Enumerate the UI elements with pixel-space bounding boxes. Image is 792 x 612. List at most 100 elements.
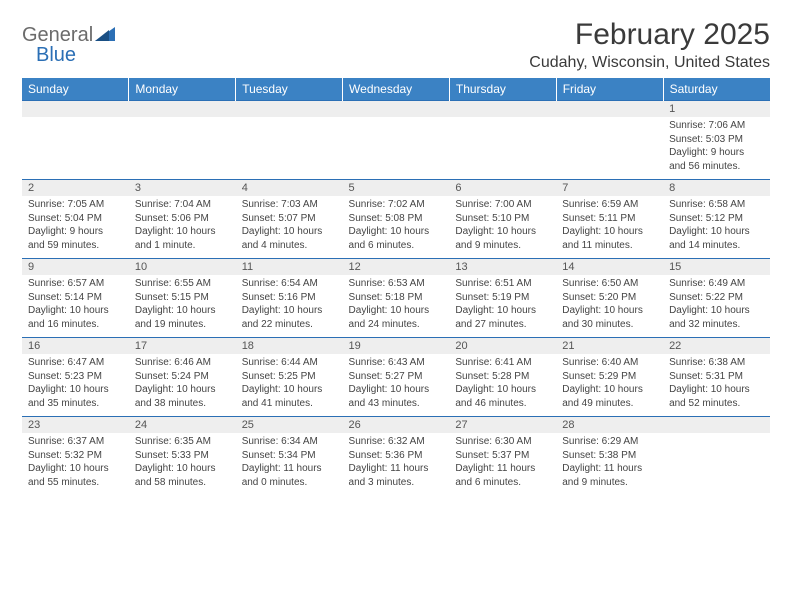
day1-text: Daylight: 10 hours xyxy=(28,462,123,476)
day-info-cell: Sunrise: 7:06 AMSunset: 5:03 PMDaylight:… xyxy=(663,117,770,180)
sunrise-text: Sunrise: 6:34 AM xyxy=(242,435,337,449)
day2-text: and 52 minutes. xyxy=(669,397,764,411)
day1-text: Daylight: 10 hours xyxy=(455,225,550,239)
sunrise-text: Sunrise: 7:02 AM xyxy=(349,198,444,212)
month-title: February 2025 xyxy=(529,18,770,52)
day-number-row: 232425262728 xyxy=(22,417,770,434)
sunset-text: Sunset: 5:19 PM xyxy=(455,291,550,305)
logo-blue-row: Blue xyxy=(36,44,76,67)
day-info-cell: Sunrise: 6:50 AMSunset: 5:20 PMDaylight:… xyxy=(556,275,663,338)
day-info-cell: Sunrise: 6:41 AMSunset: 5:28 PMDaylight:… xyxy=(449,354,556,417)
day-info-cell: Sunrise: 6:51 AMSunset: 5:19 PMDaylight:… xyxy=(449,275,556,338)
day-info-cell: Sunrise: 6:58 AMSunset: 5:12 PMDaylight:… xyxy=(663,196,770,259)
header: General February 2025 Cudahy, Wisconsin,… xyxy=(22,18,770,72)
sunset-text: Sunset: 5:27 PM xyxy=(349,370,444,384)
day-info-row: Sunrise: 6:37 AMSunset: 5:32 PMDaylight:… xyxy=(22,433,770,495)
day2-text: and 59 minutes. xyxy=(28,239,123,253)
day2-text: and 6 minutes. xyxy=(455,476,550,490)
day1-text: Daylight: 10 hours xyxy=(455,304,550,318)
weekday-sunday: Sunday xyxy=(22,78,129,101)
sunset-text: Sunset: 5:23 PM xyxy=(28,370,123,384)
sunset-text: Sunset: 5:18 PM xyxy=(349,291,444,305)
sunrise-text: Sunrise: 6:40 AM xyxy=(562,356,657,370)
day-number-cell: 17 xyxy=(129,338,236,355)
day-number-cell: 28 xyxy=(556,417,663,434)
day2-text: and 9 minutes. xyxy=(562,476,657,490)
day1-text: Daylight: 11 hours xyxy=(242,462,337,476)
calendar-table: Sunday Monday Tuesday Wednesday Thursday… xyxy=(22,78,770,495)
day2-text: and 46 minutes. xyxy=(455,397,550,411)
sunset-text: Sunset: 5:37 PM xyxy=(455,449,550,463)
location: Cudahy, Wisconsin, United States xyxy=(529,54,770,72)
weekday-friday: Friday xyxy=(556,78,663,101)
sunrise-text: Sunrise: 6:58 AM xyxy=(669,198,764,212)
day-number-cell xyxy=(129,101,236,118)
day1-text: Daylight: 10 hours xyxy=(562,225,657,239)
day-number-cell: 19 xyxy=(343,338,450,355)
day-info-row: Sunrise: 6:47 AMSunset: 5:23 PMDaylight:… xyxy=(22,354,770,417)
day-number-cell: 3 xyxy=(129,180,236,197)
day2-text: and 30 minutes. xyxy=(562,318,657,332)
day-info-row: Sunrise: 7:06 AMSunset: 5:03 PMDaylight:… xyxy=(22,117,770,180)
day-info-cell: Sunrise: 7:03 AMSunset: 5:07 PMDaylight:… xyxy=(236,196,343,259)
day-info-cell: Sunrise: 6:47 AMSunset: 5:23 PMDaylight:… xyxy=(22,354,129,417)
day-number-row: 9101112131415 xyxy=(22,259,770,276)
day-info-cell xyxy=(556,117,663,180)
day-number-cell: 13 xyxy=(449,259,556,276)
sunrise-text: Sunrise: 6:53 AM xyxy=(349,277,444,291)
day-number-cell: 26 xyxy=(343,417,450,434)
day2-text: and 43 minutes. xyxy=(349,397,444,411)
sunset-text: Sunset: 5:16 PM xyxy=(242,291,337,305)
sunset-text: Sunset: 5:25 PM xyxy=(242,370,337,384)
day1-text: Daylight: 11 hours xyxy=(349,462,444,476)
day-info-cell: Sunrise: 6:49 AMSunset: 5:22 PMDaylight:… xyxy=(663,275,770,338)
day1-text: Daylight: 10 hours xyxy=(135,462,230,476)
day-info-cell: Sunrise: 6:59 AMSunset: 5:11 PMDaylight:… xyxy=(556,196,663,259)
sunset-text: Sunset: 5:31 PM xyxy=(669,370,764,384)
day-number-cell xyxy=(449,101,556,118)
sunrise-text: Sunrise: 6:51 AM xyxy=(455,277,550,291)
logo-triangle-icon xyxy=(95,25,115,46)
day1-text: Daylight: 10 hours xyxy=(349,383,444,397)
day2-text: and 27 minutes. xyxy=(455,318,550,332)
day2-text: and 38 minutes. xyxy=(135,397,230,411)
sunrise-text: Sunrise: 6:44 AM xyxy=(242,356,337,370)
sunset-text: Sunset: 5:14 PM xyxy=(28,291,123,305)
day-number-row: 16171819202122 xyxy=(22,338,770,355)
sunrise-text: Sunrise: 6:55 AM xyxy=(135,277,230,291)
day-number-cell: 4 xyxy=(236,180,343,197)
day-number-cell: 2 xyxy=(22,180,129,197)
sunrise-text: Sunrise: 6:46 AM xyxy=(135,356,230,370)
day-info-row: Sunrise: 6:57 AMSunset: 5:14 PMDaylight:… xyxy=(22,275,770,338)
sunset-text: Sunset: 5:08 PM xyxy=(349,212,444,226)
sunrise-text: Sunrise: 6:38 AM xyxy=(669,356,764,370)
day2-text: and 3 minutes. xyxy=(349,476,444,490)
day2-text: and 49 minutes. xyxy=(562,397,657,411)
day2-text: and 58 minutes. xyxy=(135,476,230,490)
day-number-cell: 25 xyxy=(236,417,343,434)
sunrise-text: Sunrise: 6:49 AM xyxy=(669,277,764,291)
day2-text: and 1 minute. xyxy=(135,239,230,253)
day1-text: Daylight: 10 hours xyxy=(562,383,657,397)
day-number-cell: 12 xyxy=(343,259,450,276)
day-info-cell: Sunrise: 6:32 AMSunset: 5:36 PMDaylight:… xyxy=(343,433,450,495)
sunset-text: Sunset: 5:06 PM xyxy=(135,212,230,226)
sunset-text: Sunset: 5:22 PM xyxy=(669,291,764,305)
sunrise-text: Sunrise: 7:00 AM xyxy=(455,198,550,212)
day1-text: Daylight: 10 hours xyxy=(135,304,230,318)
day-number-cell: 11 xyxy=(236,259,343,276)
day-number-cell: 6 xyxy=(449,180,556,197)
day2-text: and 55 minutes. xyxy=(28,476,123,490)
day1-text: Daylight: 11 hours xyxy=(562,462,657,476)
day-number-cell: 7 xyxy=(556,180,663,197)
day-info-cell: Sunrise: 6:38 AMSunset: 5:31 PMDaylight:… xyxy=(663,354,770,417)
day2-text: and 16 minutes. xyxy=(28,318,123,332)
day-number-cell: 27 xyxy=(449,417,556,434)
day2-text: and 4 minutes. xyxy=(242,239,337,253)
day2-text: and 32 minutes. xyxy=(669,318,764,332)
day-number-cell: 15 xyxy=(663,259,770,276)
day-info-cell: Sunrise: 7:04 AMSunset: 5:06 PMDaylight:… xyxy=(129,196,236,259)
day1-text: Daylight: 9 hours xyxy=(669,146,764,160)
day-number-cell: 1 xyxy=(663,101,770,118)
day1-text: Daylight: 9 hours xyxy=(28,225,123,239)
